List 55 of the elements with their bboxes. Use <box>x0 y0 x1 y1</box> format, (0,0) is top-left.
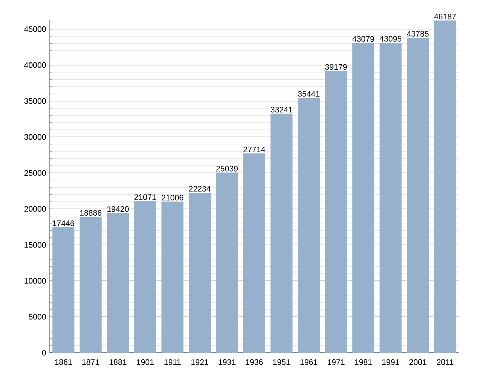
data-label: 27714 <box>244 146 266 152</box>
y-tick-label: 40000 <box>24 62 46 68</box>
bar <box>162 202 184 354</box>
y-tick-label: 30000 <box>24 134 46 140</box>
data-label: 35441 <box>298 91 320 97</box>
data-label: 25039 <box>216 166 238 172</box>
y-tick-label: 45000 <box>24 26 46 32</box>
data-label: 19420 <box>108 206 129 212</box>
bar <box>380 43 402 354</box>
data-label: 21006 <box>162 195 184 201</box>
bar <box>52 228 75 354</box>
bar <box>216 172 238 354</box>
x-tick-label: 1961 <box>300 360 318 366</box>
x-tick-label: 1971 <box>328 360 345 366</box>
x-tick-label: 1871 <box>82 360 100 366</box>
x-tick-label: 1911 <box>164 360 181 366</box>
data-label: 39179 <box>325 64 348 70</box>
x-tick-label: 1951 <box>273 360 290 366</box>
y-tick-label: 10000 <box>24 278 46 284</box>
y-tick-label: 5000 <box>28 314 46 320</box>
bar <box>244 154 266 354</box>
data-label: 18886 <box>80 210 102 216</box>
x-tick-label: 2011 <box>437 360 454 366</box>
bar <box>188 193 211 354</box>
y-tick-label: 20000 <box>24 206 46 212</box>
y-tick-label: 25000 <box>24 170 46 176</box>
y-tick-label: 0 <box>42 350 46 356</box>
data-label: 43095 <box>380 36 402 42</box>
bar <box>270 114 293 354</box>
x-tick-label: 1931 <box>218 360 236 366</box>
x-tick-label: 2001 <box>410 360 427 366</box>
bar <box>107 213 130 354</box>
bar <box>407 38 430 354</box>
data-label: 33241 <box>270 107 292 113</box>
bar <box>134 201 156 354</box>
x-tick-label: 1901 <box>137 360 154 366</box>
data-label: 17446 <box>53 220 74 226</box>
bar <box>298 98 320 354</box>
bar <box>434 20 456 354</box>
data-label: 43785 <box>407 31 429 37</box>
x-tick-label: 1921 <box>192 360 208 366</box>
x-tick-label: 1991 <box>382 360 400 366</box>
data-label: 46187 <box>434 14 456 20</box>
y-tick-label: 15000 <box>24 242 46 248</box>
x-tick-label: 1881 <box>110 360 127 366</box>
bar <box>352 43 375 354</box>
x-tick-label: 1936 <box>246 360 264 366</box>
data-label: 43079 <box>352 36 374 42</box>
data-label: 22234 <box>189 186 211 192</box>
x-tick-label: 1861 <box>55 360 72 366</box>
bar <box>325 71 348 354</box>
x-tick-label: 1981 <box>355 360 372 366</box>
y-tick-label: 35000 <box>24 98 46 104</box>
data-label: 21071 <box>134 194 156 200</box>
bar <box>80 217 102 354</box>
